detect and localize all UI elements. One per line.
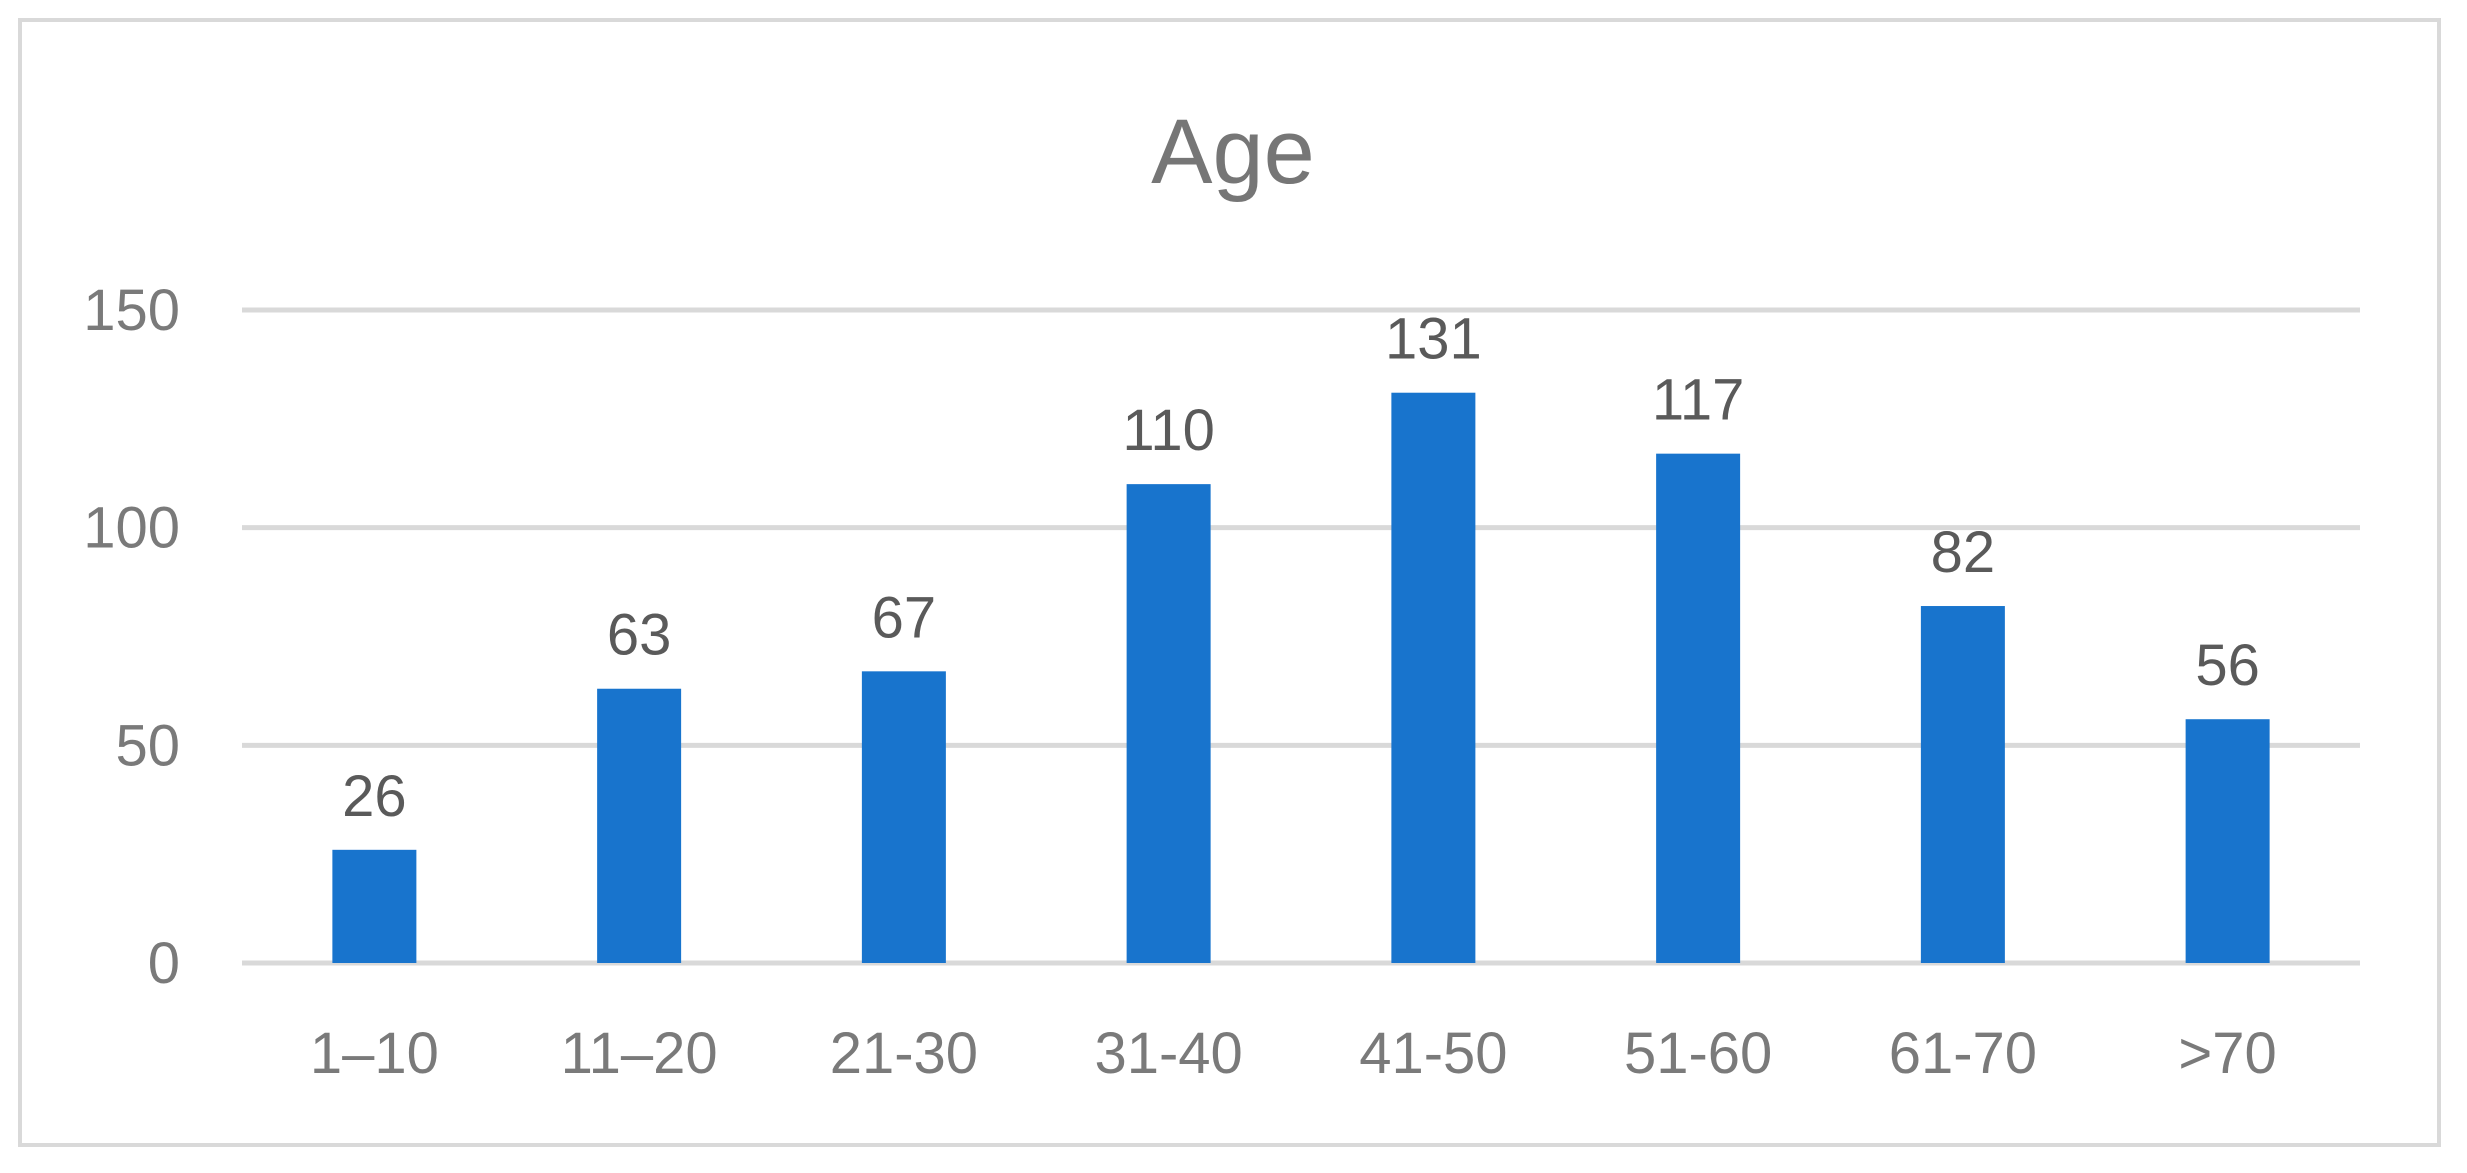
data-labels: 26 63 67 110 131 117 82 56 bbox=[342, 307, 2260, 829]
data-label: 63 bbox=[607, 603, 672, 668]
gridlines bbox=[242, 307, 2360, 966]
y-axis-tick-labels: 0 50 100 150 bbox=[83, 278, 180, 996]
x-tick-label: 21-30 bbox=[830, 1021, 978, 1086]
bar bbox=[1920, 606, 2005, 963]
data-label: 56 bbox=[2195, 633, 2260, 698]
bar bbox=[2185, 719, 2270, 963]
chart-frame bbox=[18, 18, 2441, 1147]
y-tick-label: 0 bbox=[148, 931, 180, 996]
bar bbox=[597, 688, 682, 963]
bar bbox=[1656, 453, 1741, 963]
x-axis-tick-labels: 1–10 11–20 21-30 31-40 41-50 51-60 61-70 >70 bbox=[310, 1021, 2277, 1086]
bar bbox=[1391, 392, 1476, 963]
bar bbox=[332, 849, 417, 963]
bars bbox=[332, 392, 2270, 963]
data-label: 117 bbox=[1652, 368, 1744, 433]
x-tick-label: 31-40 bbox=[1094, 1021, 1242, 1086]
y-tick-label: 150 bbox=[83, 278, 180, 343]
data-label: 131 bbox=[1385, 307, 1482, 372]
data-label: 110 bbox=[1122, 398, 1214, 463]
data-label: 82 bbox=[1931, 520, 1996, 585]
data-label: 67 bbox=[872, 585, 937, 650]
x-tick-label: 41-50 bbox=[1359, 1021, 1507, 1086]
bar bbox=[1126, 484, 1211, 963]
y-tick-label: 100 bbox=[83, 496, 180, 561]
x-tick-label: 1–10 bbox=[310, 1021, 439, 1086]
x-tick-label: 51-60 bbox=[1624, 1021, 1772, 1086]
chart-title: Age bbox=[1151, 101, 1315, 203]
data-label: 26 bbox=[342, 764, 407, 829]
x-tick-label: 11–20 bbox=[561, 1021, 718, 1086]
x-tick-label: 61-70 bbox=[1889, 1021, 2037, 1086]
x-tick-label: >70 bbox=[2178, 1021, 2276, 1086]
y-tick-label: 50 bbox=[115, 713, 180, 778]
bar bbox=[861, 671, 946, 963]
